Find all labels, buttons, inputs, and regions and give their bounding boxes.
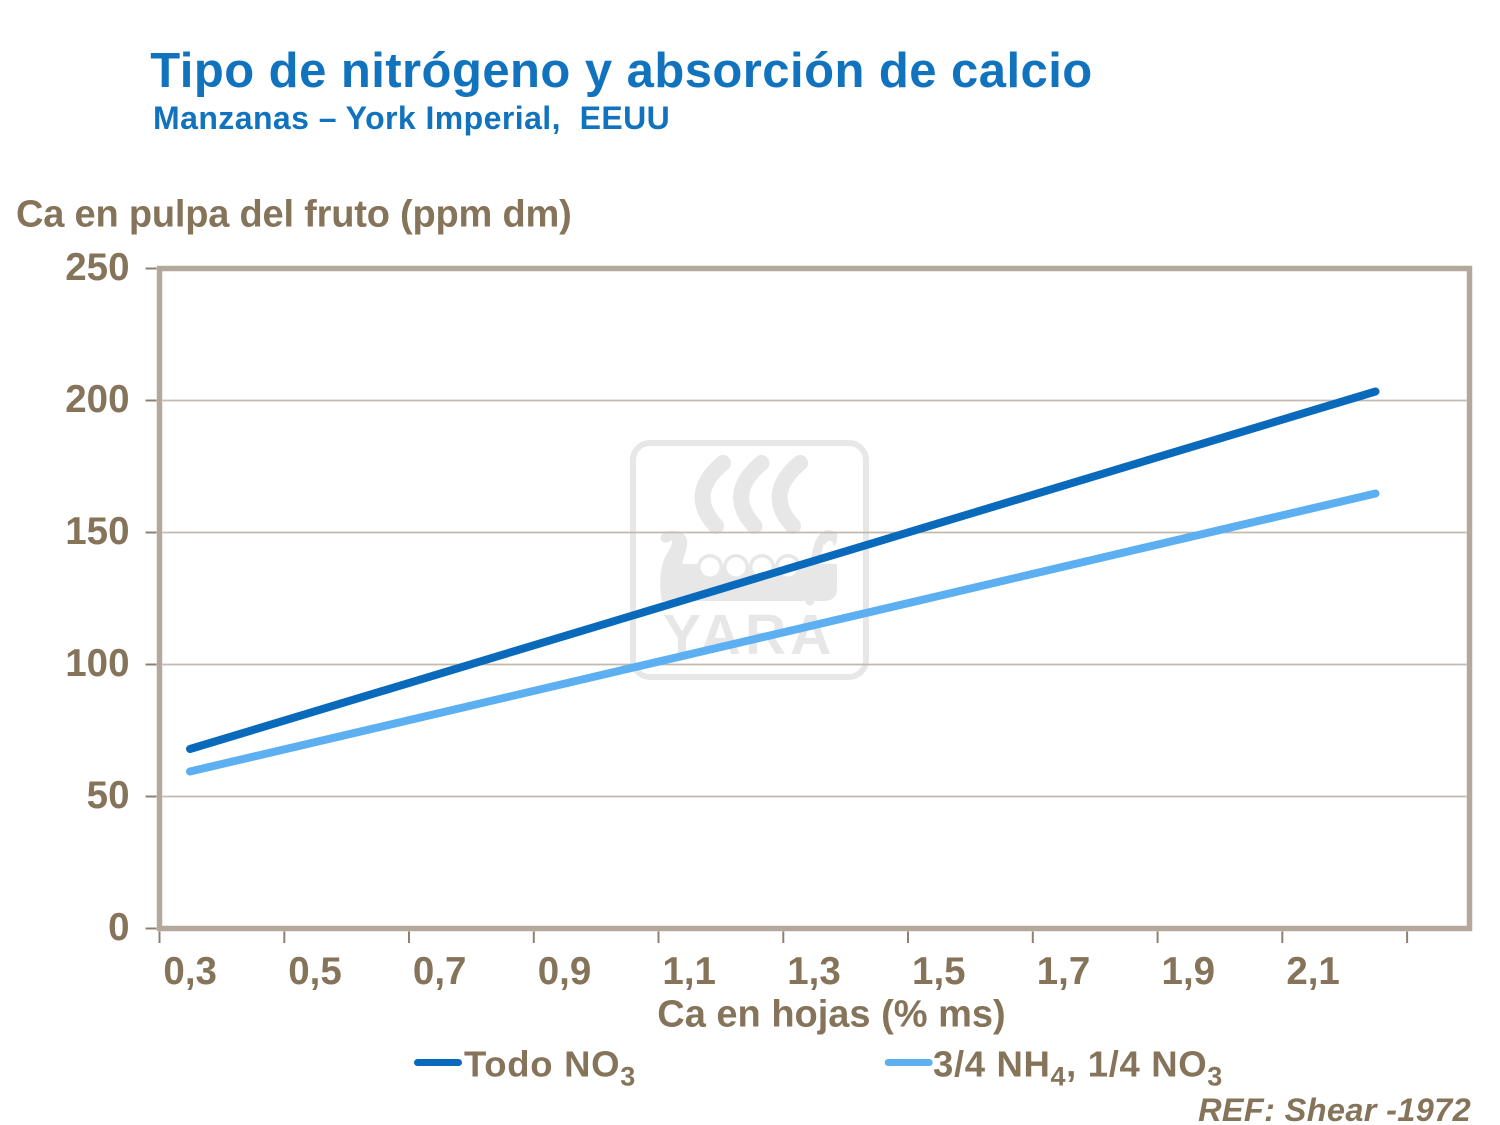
svg-text:1,1: 1,1 [662, 950, 716, 993]
svg-text:Ca en hojas (% ms): Ca en hojas (% ms) [657, 994, 1005, 1036]
svg-text:Ca en pulpa del fruto (ppm dm): Ca en pulpa del fruto (ppm dm) [16, 194, 572, 236]
svg-text:0,5: 0,5 [288, 950, 342, 993]
svg-text:0,3: 0,3 [163, 950, 217, 993]
svg-text:100: 100 [65, 642, 129, 685]
svg-text:0,9: 0,9 [538, 950, 592, 993]
svg-text:2,1: 2,1 [1286, 950, 1340, 993]
svg-text:Manzanas – York Imperial, EEU: Manzanas – York Imperial, EEUU [153, 100, 670, 136]
svg-text:1,7: 1,7 [1037, 950, 1091, 993]
svg-text:1,3: 1,3 [787, 950, 841, 993]
svg-text:250: 250 [65, 246, 129, 289]
svg-text:50: 50 [87, 774, 130, 817]
svg-text:Todo NO3: Todo NO3 [464, 1044, 636, 1092]
svg-text:0: 0 [108, 906, 129, 949]
svg-text:150: 150 [65, 510, 129, 553]
svg-text:200: 200 [65, 378, 129, 421]
svg-text:3/4 NH4, 1/4 NO3: 3/4 NH4, 1/4 NO3 [933, 1044, 1223, 1092]
svg-text:Tipo de nitrógeno y absorción: Tipo de nitrógeno y absorción de calcio [150, 44, 1092, 98]
svg-text:1,9: 1,9 [1162, 950, 1216, 993]
svg-text:1,5: 1,5 [912, 950, 966, 993]
svg-text:0,7: 0,7 [413, 950, 467, 993]
svg-text:REF: Shear -1972: REF: Shear -1972 [1198, 1092, 1471, 1125]
